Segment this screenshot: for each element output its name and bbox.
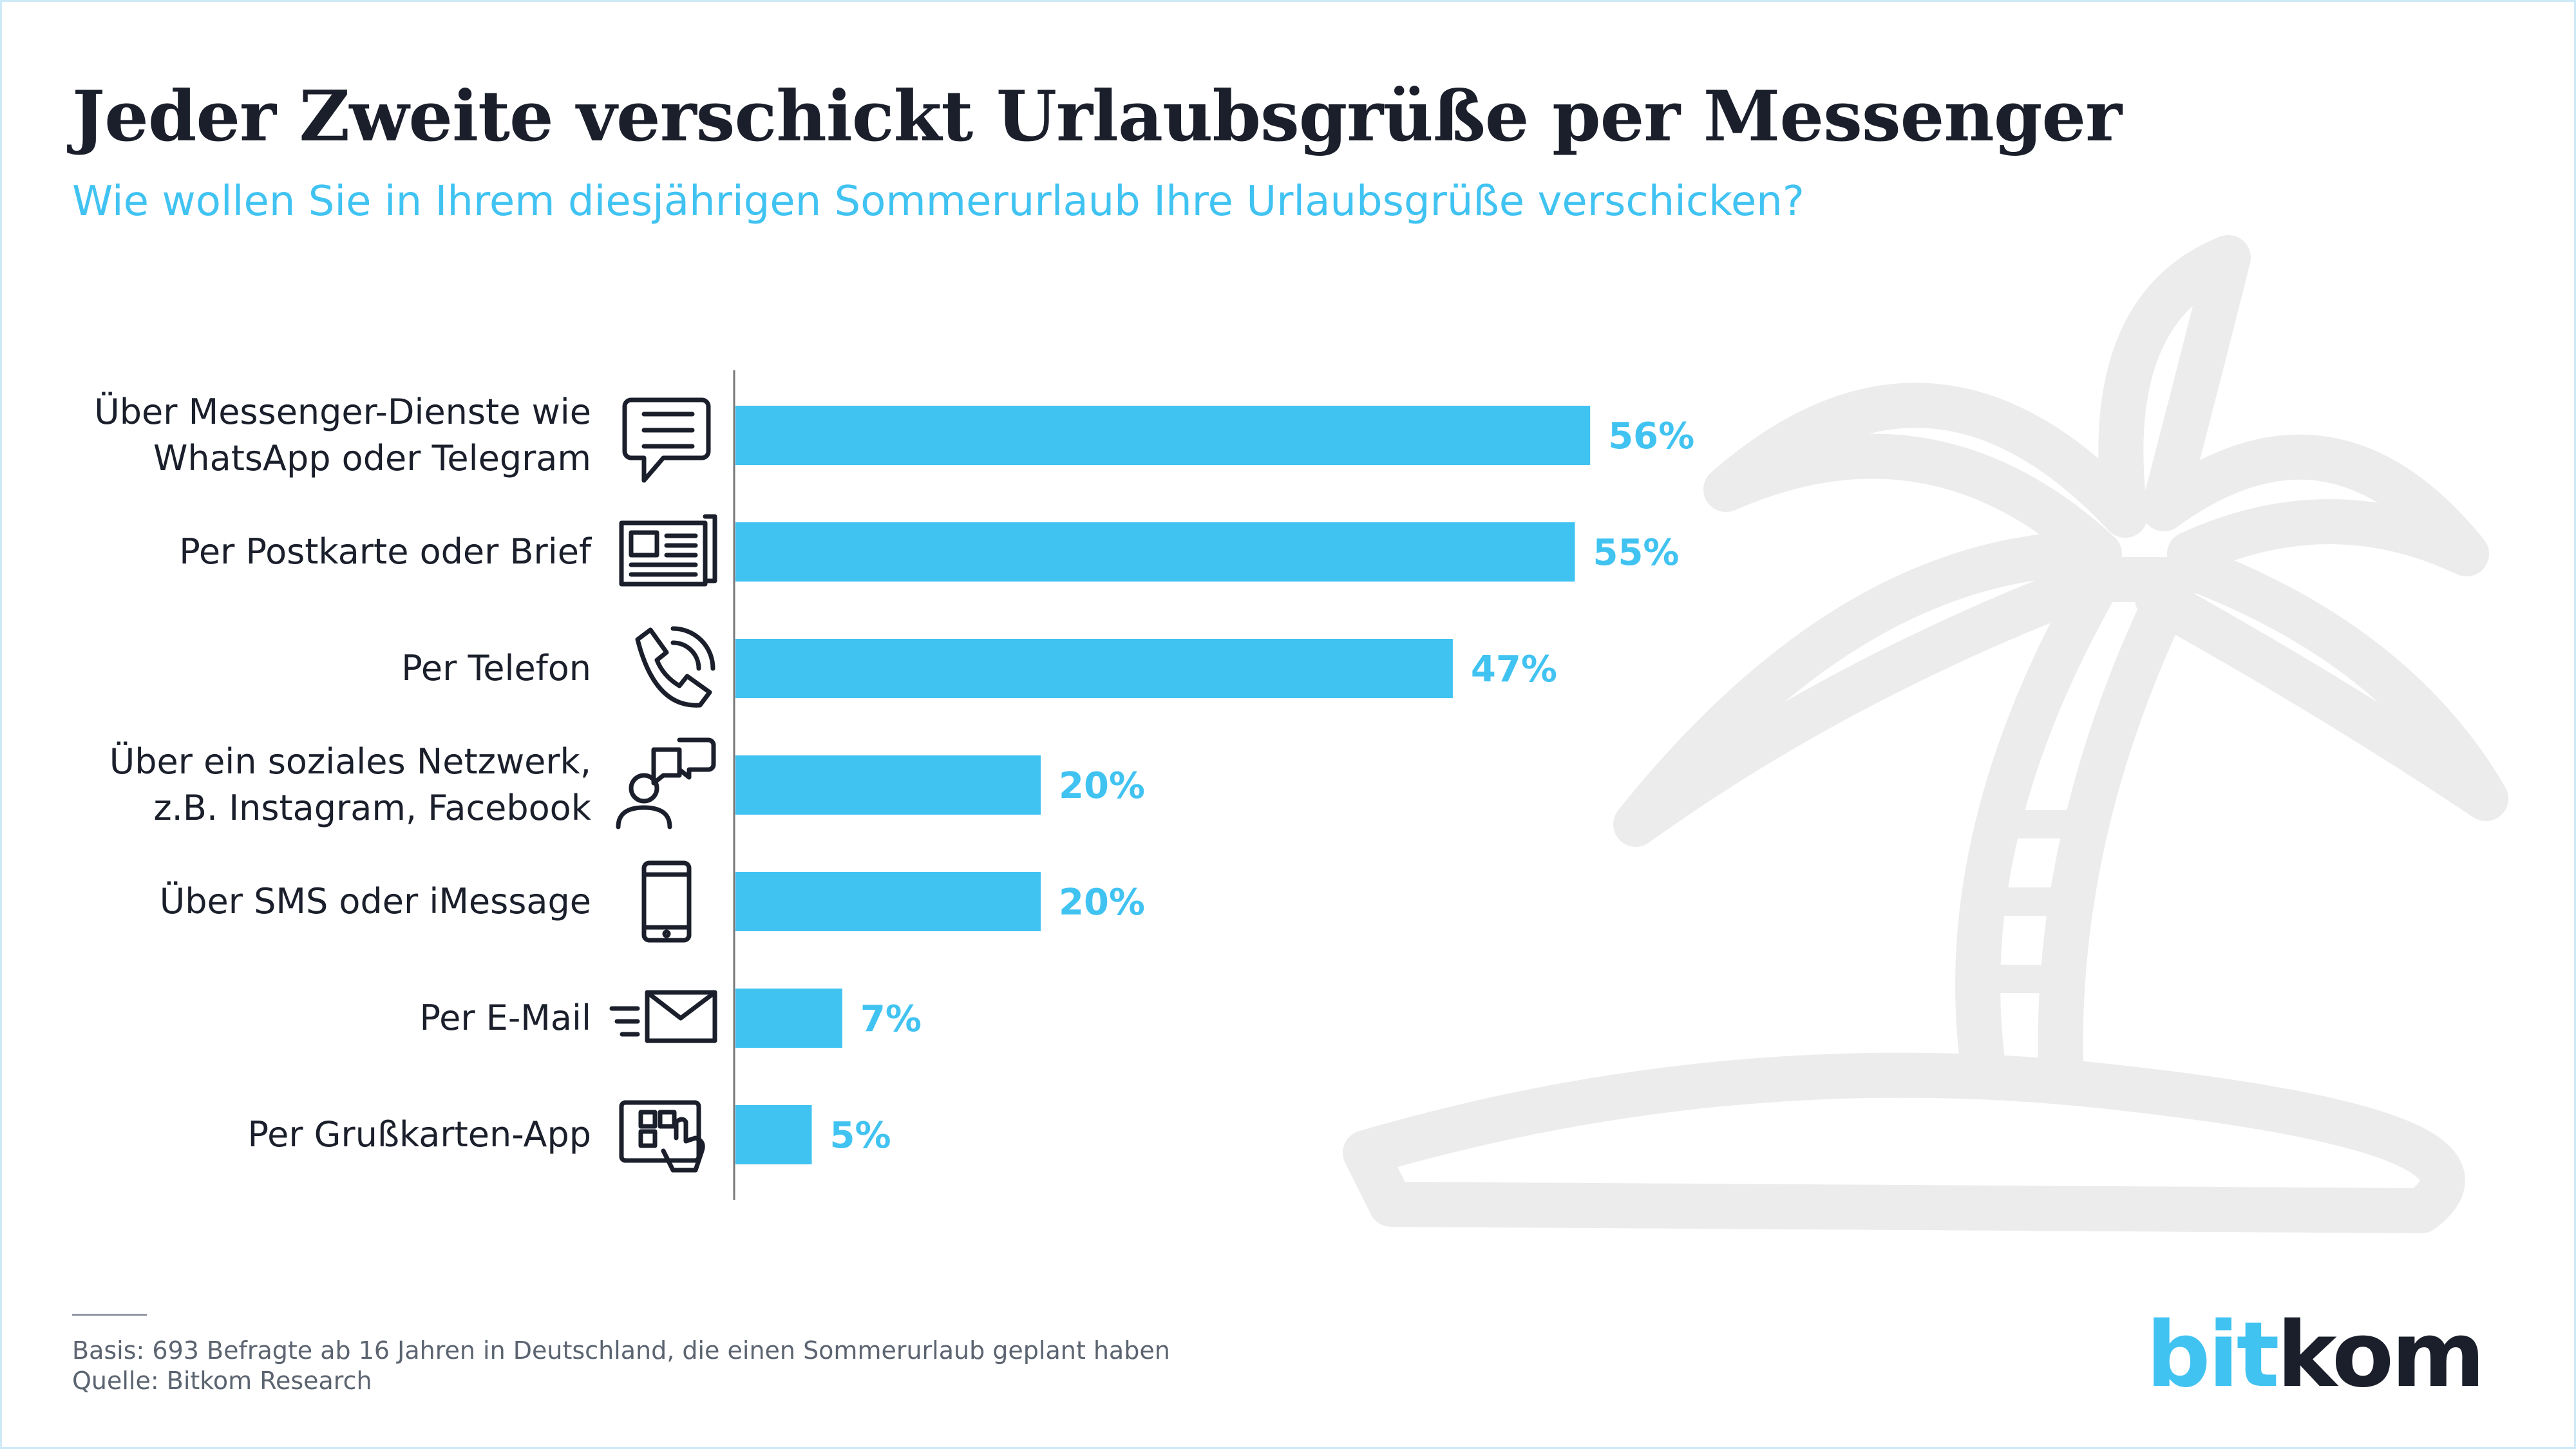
social-person-chat-icon [616, 737, 716, 829]
category-label-line: Per E-Mail [419, 998, 591, 1038]
value-label-0: 56% [1608, 415, 1694, 457]
chart-title: Jeder Zweite verschickt Urlaubsgrüße per… [72, 76, 2122, 157]
value-label-2: 47% [1471, 649, 1557, 690]
category-label-line: Über Messenger-Dienste wie [94, 392, 591, 432]
logo-part-kom: kom [2277, 1303, 2485, 1408]
bar-1 [735, 522, 1575, 582]
category-label-1: Per Postkarte oder Brief [0, 529, 591, 575]
bar-0 [735, 406, 1591, 465]
category-label-5: Per E-Mail [0, 995, 591, 1041]
bar-2 [735, 639, 1453, 698]
tablet-app-icon [619, 1100, 705, 1173]
footer-divider [72, 1314, 147, 1316]
category-label-4: Über SMS oder iMessage [0, 878, 591, 925]
email-icon [609, 990, 717, 1043]
category-label-6: Per Grußkarten-App [0, 1112, 591, 1158]
category-label-2: Per Telefon [0, 645, 591, 692]
bar-6 [735, 1105, 812, 1164]
chat-bubble-icon [622, 397, 711, 483]
bar-4 [735, 872, 1041, 931]
chart-subtitle: Wie wollen Sie in Ihrem diesjährigen Som… [72, 178, 1804, 225]
category-label-line: Per Grußkarten-App [247, 1114, 591, 1155]
footer-source: Quelle: Bitkom Research [72, 1367, 372, 1395]
value-label-3: 20% [1059, 765, 1145, 807]
category-label-3: Über ein soziales Netzwerk, z.B. Instagra… [0, 739, 591, 831]
value-label-1: 55% [1593, 532, 1680, 574]
value-label-6: 5% [830, 1115, 891, 1157]
phone-icon [635, 626, 715, 708]
category-label-line: Per Postkarte oder Brief [179, 531, 591, 572]
smartphone-icon [641, 860, 692, 943]
bar-3 [735, 755, 1041, 815]
category-label-line: Über ein soziales Netzwerk, [109, 741, 591, 782]
category-label-line: Per Telefon [401, 648, 591, 688]
value-label-4: 20% [1059, 882, 1145, 923]
value-label-5: 7% [860, 998, 922, 1040]
bar-5 [735, 989, 842, 1048]
footer-basis: Basis: 693 Befragte ab 16 Jahren in Deut… [72, 1336, 1170, 1365]
newspaper-icon [619, 514, 717, 587]
category-label-line: WhatsApp oder Telegram [153, 438, 591, 478]
category-label-line: Über SMS oder iMessage [159, 881, 591, 922]
logo-part-bit: bit [2146, 1303, 2279, 1408]
category-label-0: Über Messenger-Dienste wie WhatsApp oder … [0, 389, 591, 482]
bitkom-logo: bitkom [2146, 1311, 2485, 1401]
category-label-line: z.B. Instagram, Facebook [153, 788, 591, 828]
